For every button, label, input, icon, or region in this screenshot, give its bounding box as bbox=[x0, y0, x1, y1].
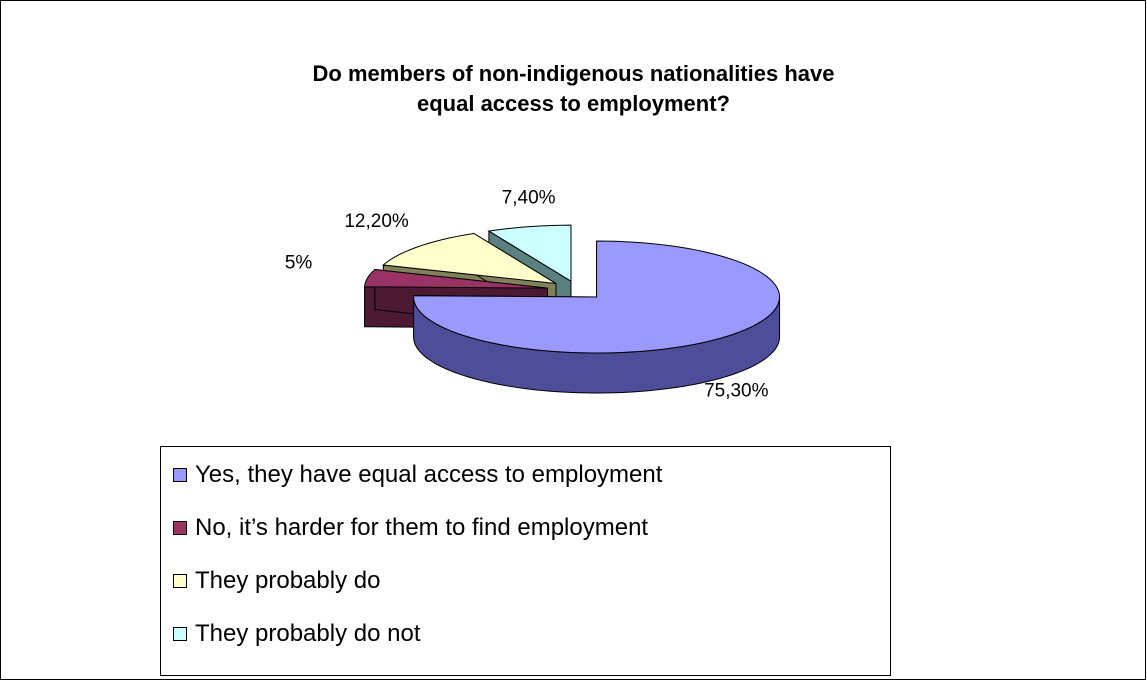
legend-label: No, it’s harder for them to find employm… bbox=[195, 514, 649, 541]
legend-swatch bbox=[173, 521, 187, 535]
data-label-1: 75,30% bbox=[704, 381, 769, 402]
legend-swatch bbox=[173, 574, 187, 588]
pie-slice-top-1 bbox=[413, 240, 781, 354]
legend: Yes, they have equal access to employmen… bbox=[160, 446, 891, 676]
data-label-3: 12,20% bbox=[344, 211, 409, 232]
legend-item-yes-equal-access: Yes, they have equal access to employmen… bbox=[173, 460, 662, 490]
data-label-4: 7,40% bbox=[502, 187, 556, 208]
pie-slice-top-2 bbox=[363, 269, 548, 289]
legend-swatch bbox=[173, 468, 187, 482]
pie-slice-top-3 bbox=[382, 232, 557, 285]
data-label-2: 5% bbox=[285, 252, 313, 273]
legend-label: They probably do not bbox=[195, 620, 421, 647]
legend-item-probably-do: They probably do bbox=[173, 566, 380, 596]
legend-label: They probably do bbox=[195, 567, 381, 594]
pie-slice-top-4 bbox=[487, 224, 572, 283]
chart-title: Do members of non-indigenous nationaliti… bbox=[312, 61, 835, 116]
legend-label: Yes, they have equal access to employmen… bbox=[195, 461, 663, 488]
legend-swatch bbox=[173, 627, 187, 641]
legend-item-no-harder: No, it’s harder for them to find employm… bbox=[173, 513, 648, 543]
legend-item-probably-do-not: They probably do not bbox=[173, 619, 420, 649]
